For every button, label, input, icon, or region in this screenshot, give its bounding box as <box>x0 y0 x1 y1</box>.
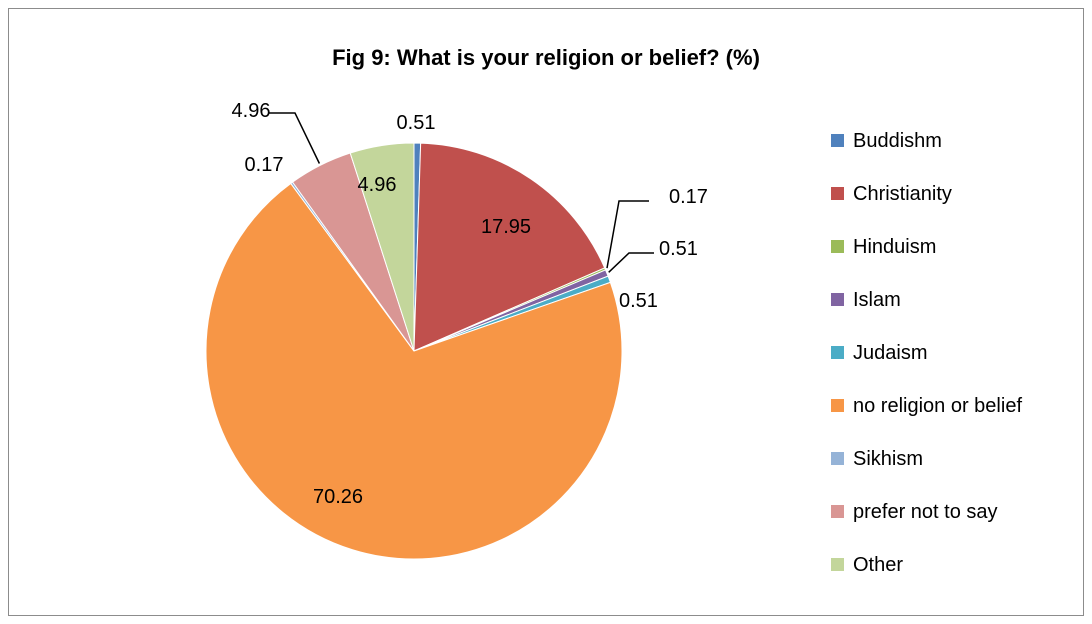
legend-swatch <box>831 399 844 412</box>
data-labels: 0.51 17.95 0.17 0.51 0.51 70.26 0.17 4.96 4.96 <box>232 100 708 508</box>
legend-item-prefer-not-to-say: prefer not to say <box>831 501 998 523</box>
legend-label: no religion or belief <box>853 395 1022 417</box>
chart-title: Fig 9: What is your religion or belief? … <box>332 45 760 70</box>
data-label-no-religion-or-belief: 70.26 <box>313 486 363 508</box>
leader-lines <box>269 112 654 273</box>
data-label-other: 4.96 <box>358 174 397 196</box>
legend-item-judaism: Judaism <box>831 342 927 364</box>
legend-swatch <box>831 452 844 465</box>
legend-item-no-religion-or-belief: no religion or belief <box>831 395 1022 417</box>
legend-label: Islam <box>853 289 901 311</box>
pie-chart: Fig 9: What is your religion or belief? … <box>205 45 1022 576</box>
data-label-christianity: 17.95 <box>481 216 531 238</box>
data-label-hinduism: 0.17 <box>669 186 708 208</box>
legend-item-christianity: Christianity <box>831 183 952 205</box>
legend-swatch <box>831 240 844 253</box>
legend-label: Judaism <box>853 342 927 364</box>
pie-slice-other <box>349 142 415 352</box>
data-label-sikhism: 0.17 <box>245 154 284 176</box>
legend-label: Christianity <box>853 183 952 205</box>
legend-item-hinduism: Hinduism <box>831 236 936 258</box>
legend-swatch <box>831 346 844 359</box>
legend-item-sikhism: Sikhism <box>831 448 923 470</box>
legend-swatch <box>831 187 844 200</box>
legend-label: Hinduism <box>853 236 936 258</box>
legend-item-other: Other <box>831 554 903 576</box>
legend-label: prefer not to say <box>853 501 998 523</box>
legend-swatch <box>831 134 844 147</box>
legend: Buddishm Christianity Hinduism Islam Judaism… <box>831 130 1022 576</box>
leader-line-prefer-not-to-say <box>269 112 321 164</box>
data-label-buddishm: 0.51 <box>397 112 436 134</box>
legend-swatch <box>831 293 844 306</box>
data-label-judaism: 0.51 <box>619 290 658 312</box>
legend-label: Buddishm <box>853 130 942 152</box>
legend-item-buddishm: Buddishm <box>831 130 942 152</box>
legend-item-islam: Islam <box>831 289 901 311</box>
leader-line-islam <box>608 252 654 273</box>
chart-frame: Fig 9: What is your religion or belief? … <box>8 8 1084 616</box>
pie-slice-christianity <box>413 142 606 352</box>
legend-label: Sikhism <box>853 448 923 470</box>
pie-slices <box>205 142 623 560</box>
pie-slice-no-religion-or-belief <box>205 182 623 560</box>
legend-swatch <box>831 558 844 571</box>
leader-line-hinduism <box>606 200 649 269</box>
data-label-islam: 0.51 <box>659 238 698 260</box>
legend-label: Other <box>853 554 903 576</box>
legend-swatch <box>831 505 844 518</box>
data-label-prefer-not-to-say: 4.96 <box>232 100 271 122</box>
